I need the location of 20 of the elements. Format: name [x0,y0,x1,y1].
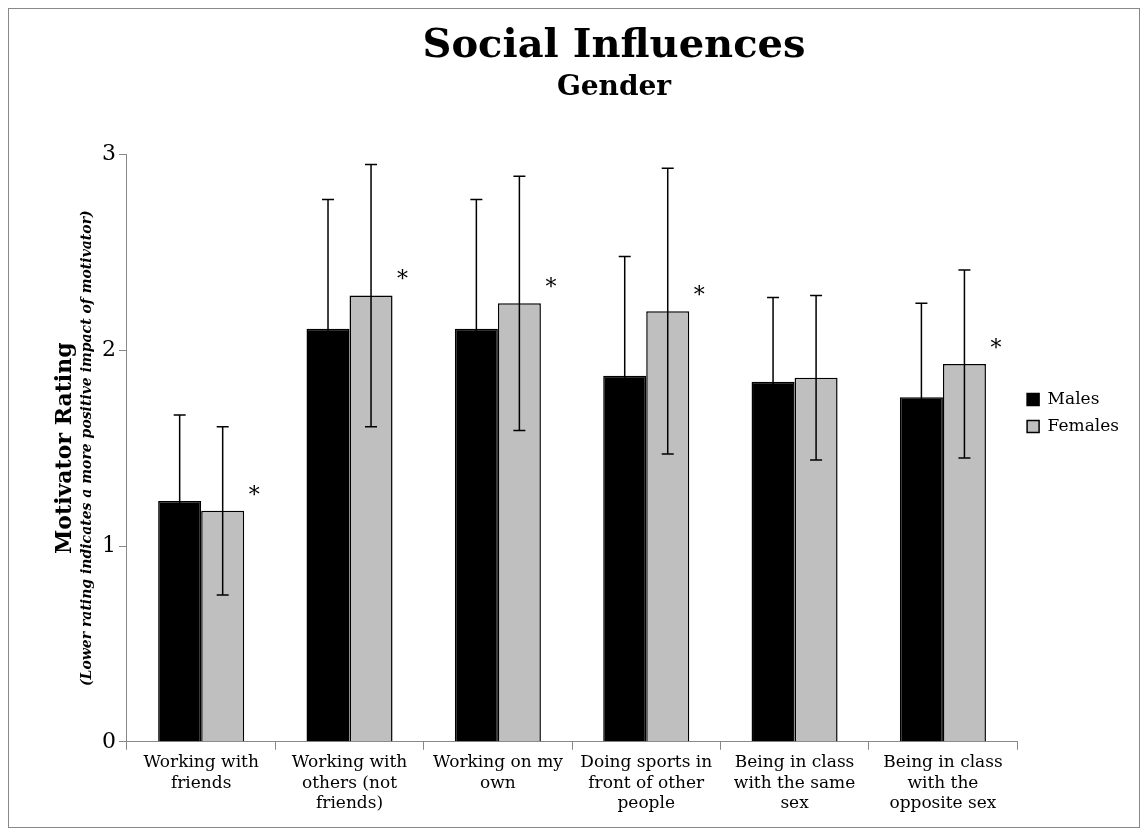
legend-label: Females [1047,414,1119,435]
annotation: * [990,334,1002,360]
x-tick-label: Working on my own [432,751,564,792]
annotation: * [397,266,409,292]
y-tick-label: 1 [102,531,116,557]
y-tick-label: 0 [102,727,116,753]
x-tick-label: Doing sports in front of other people [580,751,713,813]
chart-subtitle: Gender [556,69,673,103]
y-tick-label: 3 [102,140,116,166]
x-tick-label: Being in class with the opposite sex [883,751,1003,813]
annotation: * [693,281,705,307]
annotation: * [545,274,557,300]
annotation: * [248,481,260,507]
legend-label: Males [1047,387,1100,408]
x-tick-label: Working with others (not friends) [291,751,408,813]
chart-title: Social Influences [422,19,806,67]
x-tick-label: Being in class with the same sex [733,751,856,813]
y-axis-title: Motivator Rating (Lower rating indicates a more positive impact of motivator) [50,210,94,687]
y-tick-label: 2 [102,336,116,362]
x-tick-label: Working with friends [143,751,259,792]
